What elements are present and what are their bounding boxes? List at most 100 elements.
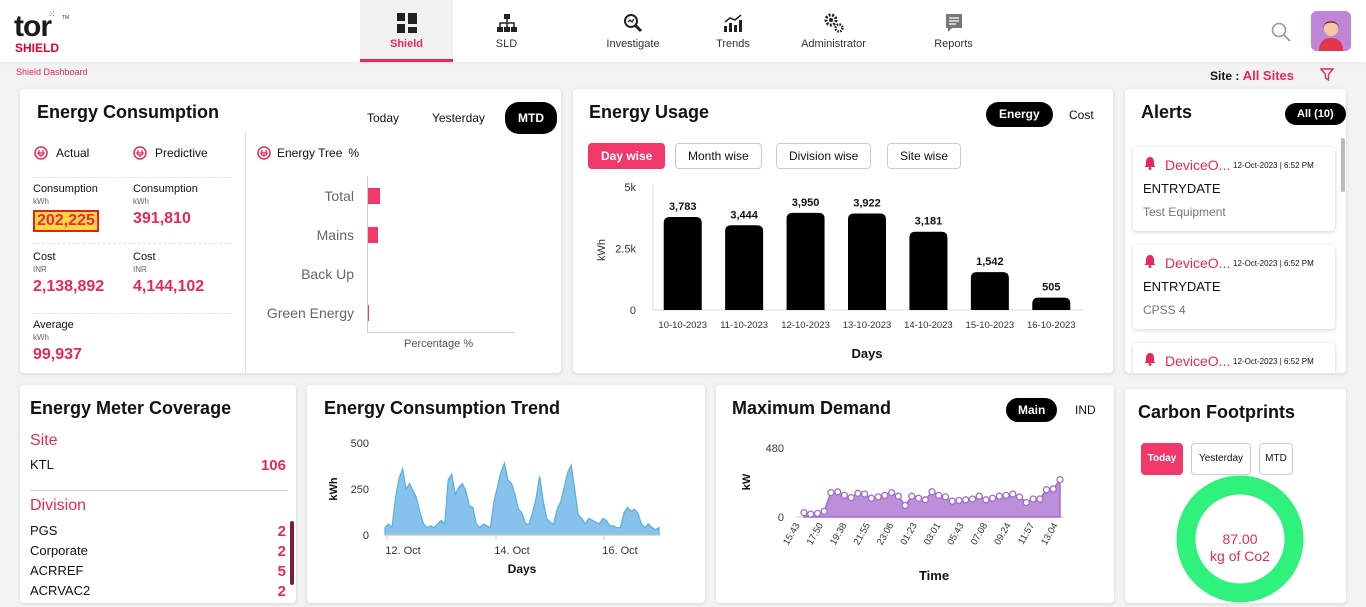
usage-bar[interactable] [1032,297,1071,310]
trend-area[interactable] [384,461,660,536]
demand-point[interactable] [800,509,808,517]
nav-reports[interactable]: Reports [907,0,1000,62]
demand-point[interactable] [908,492,916,500]
demand-point[interactable] [901,501,909,510]
ind-toggle-button[interactable]: IND [1075,403,1096,417]
tab-division-wise[interactable]: Division wise [776,143,872,169]
breadcrumb[interactable]: Shield Dashboard [16,67,88,77]
energy-toggle-button[interactable]: Energy [986,102,1053,127]
unit: kWh [33,333,49,342]
nav-trends[interactable]: Trends [706,0,760,62]
demand-point[interactable] [995,492,1004,500]
demand-point[interactable] [1009,490,1017,498]
demand-point[interactable] [1036,495,1044,503]
demand-point[interactable] [941,493,950,501]
card-title: Maximum Demand [732,398,892,418]
demand-point[interactable] [834,488,842,496]
demand-point[interactable] [813,509,822,518]
demand-point[interactable] [840,491,849,500]
torshield-logo[interactable]: tor ⁙ TM SHIELD [14,10,74,56]
search-icon[interactable] [1271,22,1291,42]
carbon-mtd-tab[interactable]: MTD [1259,443,1293,475]
division-row[interactable]: ACRVAC2 2 [30,583,286,600]
alerts-filter-button[interactable]: All (10) [1285,103,1346,125]
label: Consumption [33,183,98,195]
usage-bar[interactable] [786,212,825,310]
filter-mtd-button[interactable]: MTD [505,102,557,134]
demand-point[interactable] [955,496,963,505]
demand-point[interactable] [874,493,882,501]
tab-day-wise[interactable]: Day wise [588,143,666,169]
demand-point[interactable] [928,488,936,496]
demand-point[interactable] [1015,493,1024,501]
nav-shield[interactable]: Shield [360,0,453,62]
division-scrollbar[interactable] [290,521,294,585]
demand-point[interactable] [847,493,855,502]
demand-point[interactable] [1029,495,1037,503]
alert-item[interactable]: DeviceO... 12-Oct-2023 | 6:52 PM ENTRYDA… [1133,147,1335,231]
alert-item[interactable]: DeviceO... 12-Oct-2023 | 6:52 PM ENTRYDA… [1133,245,1335,329]
demand-point[interactable] [914,494,923,502]
nav-sld[interactable]: SLD [453,0,560,62]
carbon-today-tab[interactable]: Today [1141,443,1183,475]
demand-point[interactable] [1022,498,1030,507]
demand-point[interactable] [827,488,835,497]
demand-point[interactable] [962,496,970,504]
demand-point[interactable] [887,488,896,497]
usage-bar[interactable] [725,225,764,310]
demand-point[interactable] [988,494,997,502]
filter-icon[interactable] [1319,68,1335,82]
demand-point[interactable] [935,491,943,500]
y-tick-label: 5k [624,182,636,194]
nav-administrator[interactable]: Administrator [760,0,907,62]
filter-today-button[interactable]: Today [367,111,400,125]
energy-tree-bar[interactable] [368,188,380,204]
energy-tree-bar[interactable] [368,305,369,321]
site-selector[interactable]: Site : All Sites [1210,68,1294,83]
demand-point[interactable] [1056,475,1064,484]
usage-bar[interactable] [848,213,886,310]
alert-item[interactable]: DeviceO... 12-Oct-2023 | 6:52 PM [1133,343,1335,373]
x-tick-label: 14. Oct [494,545,529,557]
demand-point[interactable] [860,490,869,498]
filter-yesterday-button[interactable]: Yesterday [432,111,485,125]
demand-point[interactable] [1049,485,1057,493]
tab-site-wise[interactable]: Site wise [887,143,962,169]
cost-toggle-button[interactable]: Cost [1069,108,1094,122]
main-toggle-button[interactable]: Main [1006,398,1058,422]
user-avatar[interactable] [1311,11,1351,51]
demand-point[interactable] [948,497,956,505]
x-tick-label: 23:06 [875,521,896,547]
demand-point[interactable] [820,507,828,515]
demand-point[interactable] [894,492,902,500]
nav-investigate[interactable]: Investigate [560,0,706,62]
y-tick-label: 500 [351,438,369,450]
division-row[interactable]: PGS 2 [30,523,286,540]
carbon-yesterday-tab[interactable]: Yesterday [1191,443,1251,475]
demand-point[interactable] [867,494,876,502]
site-row[interactable]: KTL 106 [30,457,286,474]
division-name: Corporate [30,543,88,558]
usage-bar[interactable] [663,216,702,310]
division-row[interactable]: ACRREF 5 [30,563,286,580]
carbon-ring-arc [1176,475,1304,603]
energy-consumption-trend-card: Energy Consumption Trend 0 250 500 kWh 12. O… [307,385,705,603]
investigate-icon [622,12,644,34]
division-row[interactable]: Corporate 2 [30,543,286,560]
demand-point[interactable] [854,489,862,497]
usage-bar[interactable] [970,272,1009,310]
demand-point[interactable] [921,496,929,504]
demand-point[interactable] [1042,486,1051,494]
alerts-scrollbar[interactable] [1341,138,1345,192]
demand-point[interactable] [881,491,889,500]
tab-month-wise[interactable]: Month wise [675,143,762,169]
carbon-ring: 87.00 kg of Co2 [1176,475,1304,603]
energy-tree-bar[interactable] [368,227,378,243]
demand-point[interactable] [982,496,990,504]
demand-point[interactable] [968,495,977,503]
demand-point[interactable] [807,510,815,518]
demand-point[interactable] [975,492,983,500]
demand-point[interactable] [1002,491,1010,500]
alerts-card: Alerts All (10) DeviceO... 12-Oct-2023 |… [1125,89,1346,373]
usage-bar[interactable] [909,231,948,310]
